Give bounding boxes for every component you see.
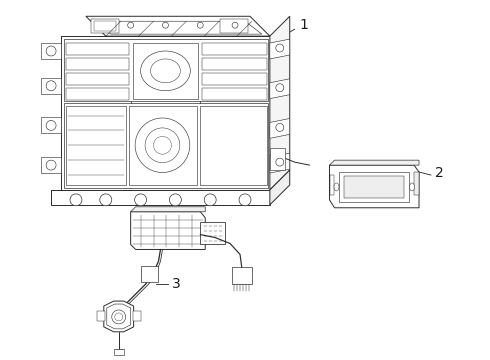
Polygon shape — [64, 103, 268, 188]
Polygon shape — [133, 311, 141, 321]
Polygon shape — [131, 207, 205, 212]
Ellipse shape — [112, 310, 125, 324]
Circle shape — [135, 194, 147, 206]
Polygon shape — [329, 165, 419, 208]
Circle shape — [276, 44, 284, 52]
Circle shape — [163, 22, 169, 28]
Circle shape — [239, 194, 251, 206]
Polygon shape — [66, 58, 129, 70]
Polygon shape — [200, 105, 267, 185]
Circle shape — [46, 160, 56, 170]
Polygon shape — [104, 301, 134, 332]
Polygon shape — [329, 175, 335, 195]
Circle shape — [276, 123, 284, 131]
Polygon shape — [270, 79, 290, 99]
Polygon shape — [270, 39, 290, 59]
Circle shape — [46, 121, 56, 130]
Polygon shape — [94, 21, 116, 31]
Ellipse shape — [145, 128, 180, 163]
Polygon shape — [96, 21, 262, 34]
Polygon shape — [200, 222, 225, 244]
Text: 2: 2 — [435, 166, 443, 180]
Circle shape — [46, 46, 56, 56]
Polygon shape — [202, 73, 267, 85]
Polygon shape — [41, 117, 61, 133]
Polygon shape — [232, 267, 252, 284]
Circle shape — [128, 22, 134, 28]
Text: 3: 3 — [172, 277, 181, 291]
Polygon shape — [66, 105, 125, 185]
Bar — [114, 349, 123, 355]
Polygon shape — [41, 43, 61, 59]
Ellipse shape — [410, 183, 415, 191]
Polygon shape — [66, 73, 129, 85]
Polygon shape — [202, 43, 267, 55]
Polygon shape — [131, 212, 205, 249]
Polygon shape — [86, 16, 270, 36]
Polygon shape — [64, 39, 268, 100]
Ellipse shape — [141, 51, 190, 91]
Circle shape — [170, 194, 181, 206]
Circle shape — [276, 158, 284, 166]
Circle shape — [46, 81, 56, 91]
Polygon shape — [66, 43, 129, 55]
Polygon shape — [344, 176, 404, 198]
Circle shape — [100, 194, 112, 206]
Ellipse shape — [135, 118, 190, 172]
Polygon shape — [270, 118, 290, 138]
Polygon shape — [91, 19, 119, 33]
Polygon shape — [220, 19, 248, 33]
Polygon shape — [107, 304, 131, 329]
Ellipse shape — [150, 59, 180, 83]
Circle shape — [232, 22, 238, 28]
Polygon shape — [414, 172, 419, 195]
Ellipse shape — [334, 183, 339, 191]
Polygon shape — [270, 16, 290, 190]
Text: 1: 1 — [300, 18, 309, 32]
Ellipse shape — [153, 136, 172, 154]
Polygon shape — [41, 157, 61, 173]
Polygon shape — [270, 153, 290, 173]
Circle shape — [276, 84, 284, 92]
Circle shape — [70, 194, 82, 206]
Polygon shape — [141, 266, 158, 282]
Polygon shape — [270, 170, 290, 205]
Polygon shape — [61, 36, 270, 190]
Polygon shape — [129, 105, 197, 185]
Polygon shape — [329, 160, 419, 165]
Polygon shape — [133, 43, 198, 99]
Circle shape — [197, 22, 203, 28]
Polygon shape — [41, 78, 61, 94]
Polygon shape — [340, 172, 409, 202]
Polygon shape — [270, 148, 285, 170]
Polygon shape — [66, 88, 129, 100]
Polygon shape — [51, 190, 270, 205]
Polygon shape — [97, 311, 105, 321]
Polygon shape — [202, 88, 267, 100]
Circle shape — [204, 194, 216, 206]
Ellipse shape — [115, 313, 122, 321]
Polygon shape — [202, 58, 267, 70]
